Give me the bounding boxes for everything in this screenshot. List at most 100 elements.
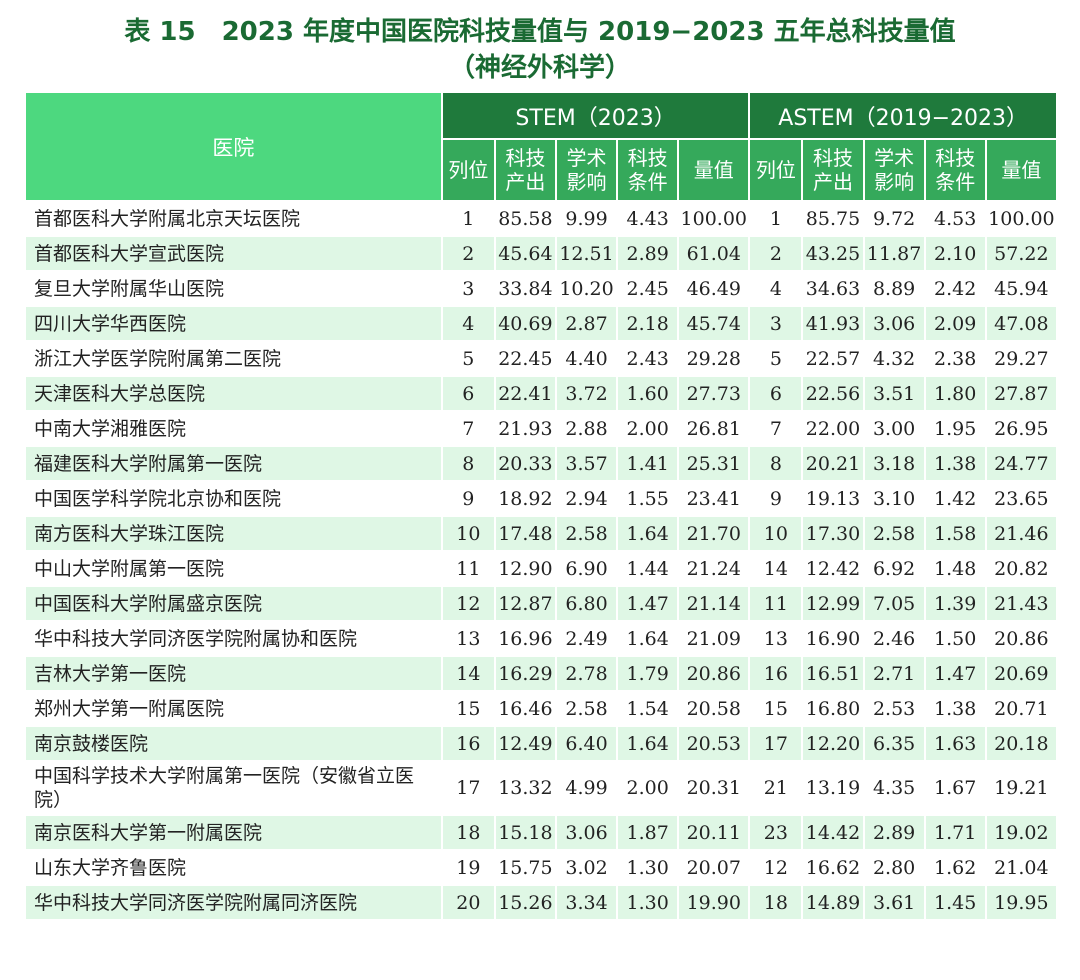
astem-condition-cell: 1.71	[923, 814, 987, 851]
stem-rank-cell: 6	[440, 375, 496, 412]
astem-influence-cell: 11.87	[862, 235, 926, 272]
stem-value-cell: 27.73	[677, 375, 751, 412]
astem-rank-cell: 1	[748, 200, 804, 237]
astem-influence-cell: 7.05	[862, 585, 926, 622]
stem-output-cell: 22.41	[493, 375, 557, 412]
astem-influence-cell: 3.00	[862, 410, 926, 447]
stem-condition-cell: 1.30	[616, 849, 680, 886]
hospital-name-cell: 南京医科大学第一附属医院	[24, 814, 443, 851]
stem-value-cell: 100.00	[677, 200, 751, 237]
astem-condition-cell: 1.63	[923, 725, 987, 762]
astem-value-cell: 47.08	[984, 305, 1059, 342]
stem-condition-cell: 1.87	[616, 814, 680, 851]
stem-output-cell: 22.45	[493, 340, 557, 377]
astem-rank-cell: 17	[748, 725, 804, 762]
stem-condition-cell: 1.64	[616, 620, 680, 657]
astem-influence-cell: 3.51	[862, 375, 926, 412]
stem-condition-cell: 1.64	[616, 515, 680, 552]
table-row: 南京鼓楼医院 16 12.49 6.40 1.64 20.53 17 12.20 6.35 1.6…	[24, 725, 1059, 762]
hospital-name-cell: 中国医科大学附属盛京医院	[24, 585, 443, 622]
stem-rank-cell: 8	[440, 445, 496, 482]
stem-value-cell: 46.49	[677, 270, 751, 307]
astem-influence-cell: 2.53	[862, 690, 926, 727]
astem-rank-cell: 21	[748, 760, 804, 816]
astem-output-cell: 16.90	[801, 620, 865, 657]
stem-output-cell: 12.49	[493, 725, 557, 762]
astem-rank-header: 列位	[748, 138, 804, 202]
stem-output-cell: 18.92	[493, 480, 557, 517]
stem-influence-cell: 4.40	[554, 340, 619, 377]
stem-influence-cell: 6.80	[554, 585, 619, 622]
astem-group-header: ASTEM（2019−2023）	[748, 91, 1058, 140]
stem-output-cell: 21.93	[493, 410, 557, 447]
hospital-name-cell: 山东大学齐鲁医院	[24, 849, 443, 886]
astem-condition-cell: 1.62	[923, 849, 987, 886]
astem-output-cell: 16.51	[801, 655, 865, 692]
stem-rank-cell: 13	[440, 620, 496, 657]
stem-value-cell: 25.31	[677, 445, 751, 482]
table-row: 首都医科大学宣武医院 2 45.64 12.51 2.89 61.04 2 43.25 11.8…	[24, 235, 1059, 272]
astem-condition-cell: 1.42	[923, 480, 987, 517]
stem-rank-cell: 3	[440, 270, 496, 307]
stem-value-cell: 23.41	[677, 480, 751, 517]
stem-output-cell: 12.87	[493, 585, 557, 622]
astem-value-cell: 21.43	[984, 585, 1059, 622]
astem-rank-cell: 14	[748, 550, 804, 587]
subheader-line-1: 学术	[566, 146, 607, 170]
stem-influence-cell: 6.40	[554, 725, 619, 762]
hospital-name-cell: 复旦大学附属华山医院	[24, 270, 443, 307]
astem-output-cell: 14.42	[801, 814, 865, 851]
hospital-name-cell: 华中科技大学同济医学院附属同济医院	[24, 884, 443, 921]
hospital-name-cell: 四川大学华西医院	[24, 305, 443, 342]
stem-condition-cell: 1.47	[616, 585, 680, 622]
table-row: 南方医科大学珠江医院 10 17.48 2.58 1.64 21.70 10 17.30 2.5…	[24, 515, 1059, 552]
stem-rank-cell: 11	[440, 550, 496, 587]
subheader-line-2: 条件	[935, 170, 976, 194]
stem-rank-cell: 4	[440, 305, 496, 342]
astem-influence-cell: 9.72	[862, 200, 926, 237]
astem-rank-cell: 15	[748, 690, 804, 727]
stem-influence-cell: 3.02	[554, 849, 619, 886]
stem-influence-cell: 3.34	[554, 884, 619, 921]
astem-condition-cell: 1.95	[923, 410, 987, 447]
astem-condition-cell: 1.45	[923, 884, 987, 921]
table-row: 中国医科大学附属盛京医院 12 12.87 6.80 1.47 21.14 11 12.99 7…	[24, 585, 1059, 622]
hospital-name-cell: 中国医学科学院北京协和医院	[24, 480, 443, 517]
stem-group-header: STEM（2023）	[440, 91, 751, 140]
astem-output-cell: 85.75	[801, 200, 865, 237]
astem-rank-cell: 10	[748, 515, 804, 552]
stem-influence-cell: 3.06	[554, 814, 619, 851]
hospital-name-cell: 南京鼓楼医院	[24, 725, 443, 762]
hospital-name-cell: 中国科学技术大学附属第一医院（安徽省立医院）	[24, 760, 443, 816]
stem-rank-cell: 16	[440, 725, 496, 762]
astem-influence-cell: 4.32	[862, 340, 926, 377]
astem-rank-cell: 8	[748, 445, 804, 482]
stem-condition-cell: 2.00	[616, 760, 680, 816]
stem-condition-cell: 1.41	[616, 445, 680, 482]
stem-output-cell: 16.96	[493, 620, 557, 657]
stem-influence-cell: 6.90	[554, 550, 619, 587]
stem-condition-cell: 2.45	[616, 270, 680, 307]
table-row: 首都医科大学附属北京天坛医院 1 85.58 9.99 4.43 100.00 1 85.75…	[24, 200, 1059, 237]
astem-condition-cell: 2.38	[923, 340, 987, 377]
stem-influence-cell: 3.72	[554, 375, 619, 412]
hospital-name-cell: 郑州大学第一附属医院	[24, 690, 443, 727]
table-row: 四川大学华西医院 4 40.69 2.87 2.18 45.74 3 41.93 3.06 2.0…	[24, 305, 1059, 342]
astem-output-cell: 20.21	[801, 445, 865, 482]
table-row: 华中科技大学同济医学院附属协和医院 13 16.96 2.49 1.64 21.09 13 1…	[24, 620, 1059, 657]
stem-value-cell: 29.28	[677, 340, 751, 377]
subheader-line-2: 产出	[812, 170, 853, 194]
stem-value-cell: 20.11	[677, 814, 751, 851]
subheader-line-1: 量值	[693, 158, 734, 182]
stem-condition-cell: 1.44	[616, 550, 680, 587]
stem-value-cell: 20.58	[677, 690, 751, 727]
table-row: 吉林大学第一医院 14 16.29 2.78 1.79 20.86 16 16.51 2.71 1…	[24, 655, 1059, 692]
stem-condition-header: 科技 条件	[616, 138, 680, 202]
stem-value-cell: 21.14	[677, 585, 751, 622]
astem-influence-cell: 3.18	[862, 445, 926, 482]
stem-influence-cell: 10.20	[554, 270, 619, 307]
astem-value-cell: 20.69	[984, 655, 1059, 692]
stem-influence-cell: 3.57	[554, 445, 619, 482]
table-row: 华中科技大学同济医学院附属同济医院 20 15.26 3.34 1.30 19.90 18 1…	[24, 884, 1059, 921]
astem-value-header: 量值	[984, 138, 1059, 202]
